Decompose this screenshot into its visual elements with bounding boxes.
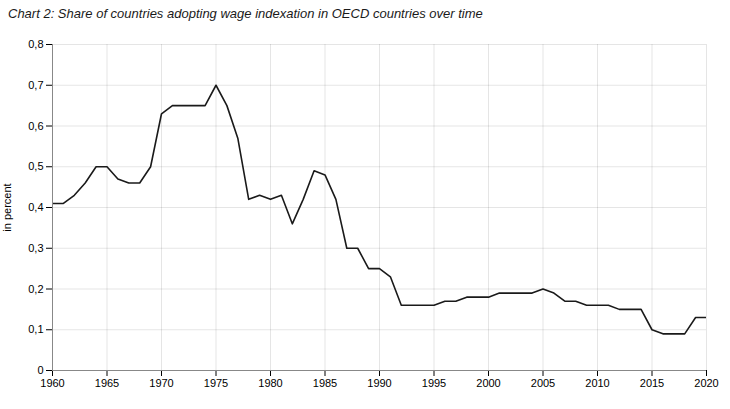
svg-text:2000: 2000 <box>476 377 500 389</box>
svg-text:2020: 2020 <box>694 377 718 389</box>
svg-text:1965: 1965 <box>95 377 119 389</box>
svg-text:0,2: 0,2 <box>28 283 43 295</box>
svg-text:1960: 1960 <box>40 377 64 389</box>
svg-text:0,4: 0,4 <box>28 201 43 213</box>
svg-text:1975: 1975 <box>204 377 228 389</box>
svg-text:2005: 2005 <box>531 377 555 389</box>
svg-text:1990: 1990 <box>367 377 391 389</box>
svg-text:2015: 2015 <box>640 377 664 389</box>
svg-text:0,8: 0,8 <box>28 38 43 50</box>
svg-text:in percent: in percent <box>1 183 13 231</box>
svg-text:1985: 1985 <box>313 377 337 389</box>
svg-text:1980: 1980 <box>258 377 282 389</box>
svg-text:1970: 1970 <box>149 377 173 389</box>
svg-text:0,5: 0,5 <box>28 160 43 172</box>
svg-text:0,7: 0,7 <box>28 79 43 91</box>
svg-text:1995: 1995 <box>422 377 446 389</box>
svg-text:0,3: 0,3 <box>28 242 43 254</box>
svg-text:2010: 2010 <box>585 377 609 389</box>
svg-text:0,1: 0,1 <box>28 323 43 335</box>
svg-text:0,6: 0,6 <box>28 120 43 132</box>
svg-text:0: 0 <box>37 364 43 376</box>
html-text:Chart 2: Share of countries ad: Chart 2: Share of countries adopting wag… <box>8 6 483 21</box>
